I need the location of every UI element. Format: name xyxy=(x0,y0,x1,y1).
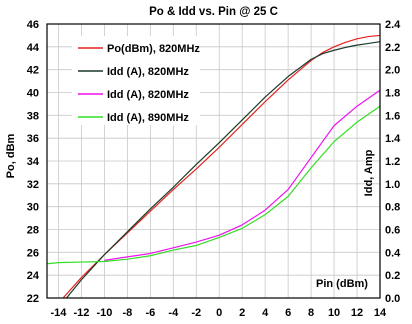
series-layer xyxy=(46,34,381,299)
y2-tick-label: 0.6 xyxy=(385,225,400,237)
x-tick-label: 14 xyxy=(374,307,387,319)
y2-tick-label: 0.2 xyxy=(385,270,400,282)
tick-labels: -14 -12 -10 -8 -6 -4 -2 0 2 4 6 8 10 12 14222426283032… xyxy=(27,19,401,319)
x-axis-title: Pin (dBm) xyxy=(316,278,368,290)
y2-tick-label: 1.2 xyxy=(385,156,400,168)
series-line-2 xyxy=(104,89,381,261)
y-tick-label: 46 xyxy=(27,19,39,31)
y2-tick-label: 1.8 xyxy=(385,88,400,100)
y-tick-label: 32 xyxy=(27,179,39,191)
y2-tick-label: 1.0 xyxy=(385,179,400,191)
y-tick-label: 24 xyxy=(27,270,40,282)
plot-frame xyxy=(46,23,381,299)
y2-tick-label: 2.4 xyxy=(385,19,401,31)
y2-tick-label: 0.0 xyxy=(385,293,400,305)
x-tick-label: -12 xyxy=(73,307,89,319)
series-line-0 xyxy=(62,34,381,299)
x-tick-label: 6 xyxy=(285,307,291,319)
y-tick-label: 40 xyxy=(27,88,39,100)
y-tick-label: 38 xyxy=(27,110,39,122)
chart-title: Po & Idd vs. Pin @ 25 C xyxy=(149,6,278,18)
y-tick-label: 26 xyxy=(27,247,39,259)
y-tick-label: 44 xyxy=(27,42,40,54)
y2-tick-label: 2.0 xyxy=(385,65,400,77)
y-tick-label: 22 xyxy=(27,293,39,305)
y-tick-label: 34 xyxy=(27,156,40,168)
y-tick-label: 42 xyxy=(27,65,39,77)
y2-tick-label: 0.4 xyxy=(385,247,401,259)
series-line-3 xyxy=(46,105,381,265)
y2-tick-label: 1.4 xyxy=(385,133,401,145)
x-tick-label: -4 xyxy=(168,307,179,319)
x-tick-label: 8 xyxy=(308,307,314,319)
legend: Po(dBm), 820MHz Idd (A), 820MHz Idd (A), 8… xyxy=(72,36,200,125)
y2-axis-title: Idd, Amp xyxy=(363,149,375,196)
y-axis-title: Po, dBm xyxy=(5,133,17,178)
x-tick-label: 10 xyxy=(328,307,340,319)
y-tick-label: 28 xyxy=(27,225,39,237)
x-tick-label: -6 xyxy=(145,307,155,319)
x-tick-label: -14 xyxy=(51,307,68,319)
legend-background xyxy=(72,36,200,125)
series-line-1 xyxy=(66,41,381,299)
legend-label-0: Po(dBm), 820MHz xyxy=(107,43,200,55)
y-tick-label: 36 xyxy=(27,133,39,145)
x-tick-label: 12 xyxy=(351,307,363,319)
y2-tick-label: 0.8 xyxy=(385,202,400,214)
x-tick-label: 0 xyxy=(216,307,222,319)
x-tick-label: -2 xyxy=(191,307,201,319)
x-tick-label: 4 xyxy=(262,307,269,319)
x-tick-label: 2 xyxy=(239,307,245,319)
y2-tick-label: 2.2 xyxy=(385,42,400,54)
legend-label-3: Idd (A), 890MHz xyxy=(107,112,189,124)
x-tick-label: -8 xyxy=(122,307,132,319)
legend-label-1: Idd (A), 820MHz xyxy=(107,66,189,78)
legend-label-2: Idd (A), 820MHz xyxy=(107,89,189,101)
y-tick-label: 30 xyxy=(27,202,39,214)
y2-tick-label: 1.6 xyxy=(385,110,400,122)
x-tick-label: -10 xyxy=(96,307,112,319)
